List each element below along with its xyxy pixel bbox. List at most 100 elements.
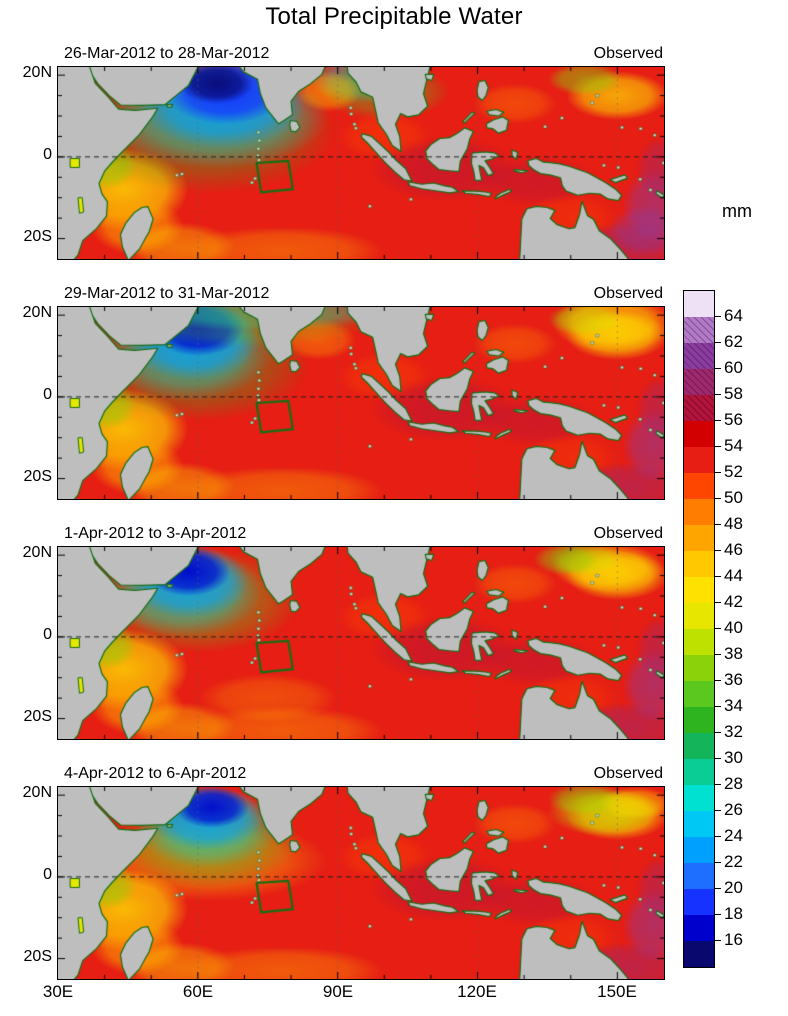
colorbar-segment <box>684 291 714 317</box>
colorbar-tick <box>715 602 721 603</box>
colorbar-tick <box>715 680 721 681</box>
colorbar-segment <box>684 759 714 785</box>
x-tick-60e: 60E <box>182 982 214 1001</box>
colorbar-units-label: mm <box>722 201 752 221</box>
panel-date-range: 4-Apr-2012 to 6-Apr-2012 <box>64 765 247 782</box>
colorbar-segment <box>684 343 714 369</box>
colorbar-tick-label: 44 <box>724 566 743 585</box>
colorbar-segment <box>684 577 714 603</box>
colorbar-segment <box>684 733 714 759</box>
colorbar-segment <box>684 655 714 681</box>
colorbar-tick <box>715 654 721 655</box>
colorbar-segment <box>684 473 714 499</box>
colorbar-segment <box>684 707 714 733</box>
colorbar-segment <box>684 863 714 889</box>
y-tick-20s: 20S <box>23 228 52 245</box>
y-tick-20n: 20N <box>22 64 52 81</box>
colorbar-tick-label: 62 <box>724 332 743 351</box>
map-canvas <box>57 546 665 740</box>
map-canvas <box>57 786 665 980</box>
map-canvas <box>57 66 665 260</box>
colorbar-tick-label: 56 <box>724 410 743 429</box>
colorbar-tick <box>715 758 721 759</box>
colorbar-tick <box>715 316 721 317</box>
colorbar-tick <box>715 498 721 499</box>
colorbar-tick <box>715 472 721 473</box>
x-tick-90e: 90E <box>322 982 354 1001</box>
colorbar-tick <box>715 368 721 369</box>
colorbar-tick-label: 46 <box>724 540 743 559</box>
map-canvas <box>57 306 665 500</box>
colorbar-tick <box>715 940 721 941</box>
colorbar-tick-label: 64 <box>724 306 743 325</box>
colorbar-tick <box>715 810 721 811</box>
y-tick-0: 0 <box>43 866 52 883</box>
panel-source-label: Observed <box>593 45 663 62</box>
colorbar-tick <box>715 706 721 707</box>
colorbar-segment <box>684 551 714 577</box>
colorbar-tick <box>715 524 721 525</box>
colorbar-tick-label: 36 <box>724 670 743 689</box>
colorbar-tick <box>715 446 721 447</box>
y-tick-0: 0 <box>43 146 52 163</box>
colorbar-tick-label: 32 <box>724 722 743 741</box>
colorbar-tick-label: 38 <box>724 644 743 663</box>
y-tick-20s: 20S <box>23 948 52 965</box>
colorbar-segment <box>684 681 714 707</box>
colorbar-tick <box>715 342 721 343</box>
colorbar-tick <box>715 836 721 837</box>
colorbar-tick-label: 18 <box>724 904 743 923</box>
panel-date-range: 29-Mar-2012 to 31-Mar-2012 <box>64 285 270 302</box>
colorbar-tick-label: 22 <box>724 852 743 871</box>
colorbar-segment <box>684 811 714 837</box>
colorbar-segment <box>684 369 714 395</box>
panel-observed-2: 29-Mar-2012 to 31-Mar-2012 Observed 20N … <box>0 284 788 524</box>
colorbar-tick-label: 52 <box>724 462 743 481</box>
panel-source-label: Observed <box>593 285 663 302</box>
colorbar-tick-label: 50 <box>724 488 743 507</box>
colorbar <box>683 290 715 968</box>
colorbar-segment <box>684 499 714 525</box>
colorbar-tick <box>715 888 721 889</box>
colorbar-segment <box>684 395 714 421</box>
colorbar-segment <box>684 915 714 941</box>
colorbar-tick <box>715 732 721 733</box>
panel-source-label: Observed <box>593 765 663 782</box>
y-tick-20n: 20N <box>22 304 52 321</box>
panel-source-label: Observed <box>593 525 663 542</box>
colorbar-tick <box>715 394 721 395</box>
y-tick-0: 0 <box>43 626 52 643</box>
colorbar-segment <box>684 629 714 655</box>
panel-observed-3: 1-Apr-2012 to 3-Apr-2012 Observed 20N 0 … <box>0 524 788 764</box>
y-tick-20s: 20S <box>23 708 52 725</box>
colorbar-tick-label: 24 <box>724 826 743 845</box>
colorbar-tick-label: 60 <box>724 358 743 377</box>
colorbar-tick-label: 42 <box>724 592 743 611</box>
panel-observed-1: 26-Mar-2012 to 28-Mar-2012 Observed 20N … <box>0 44 788 284</box>
panel-date-range: 26-Mar-2012 to 28-Mar-2012 <box>64 45 270 62</box>
colorbar-tick-label: 48 <box>724 514 743 533</box>
y-tick-20s: 20S <box>23 468 52 485</box>
colorbar-segment <box>684 421 714 447</box>
colorbar-tick-label: 28 <box>724 774 743 793</box>
colorbar-tick-label: 58 <box>724 384 743 403</box>
colorbar-segment <box>684 889 714 915</box>
panel-date-range: 1-Apr-2012 to 3-Apr-2012 <box>64 525 247 542</box>
colorbar-tick <box>715 628 721 629</box>
colorbar-tick-label: 54 <box>724 436 743 455</box>
colorbar-segment <box>684 837 714 863</box>
colorbar-tick <box>715 914 721 915</box>
colorbar-tick-label: 16 <box>724 930 743 949</box>
colorbar-tick-label: 20 <box>724 878 743 897</box>
colorbar-segment <box>684 603 714 629</box>
y-tick-20n: 20N <box>22 784 52 801</box>
colorbar-tick <box>715 862 721 863</box>
colorbar-segment <box>684 447 714 473</box>
colorbar-tick-label: 30 <box>724 748 743 767</box>
x-tick-120e: 120E <box>457 982 497 1001</box>
colorbar-tick-label: 26 <box>724 800 743 819</box>
colorbar-segment <box>684 785 714 811</box>
colorbar-segment <box>684 317 714 343</box>
colorbar-segment <box>684 941 714 967</box>
